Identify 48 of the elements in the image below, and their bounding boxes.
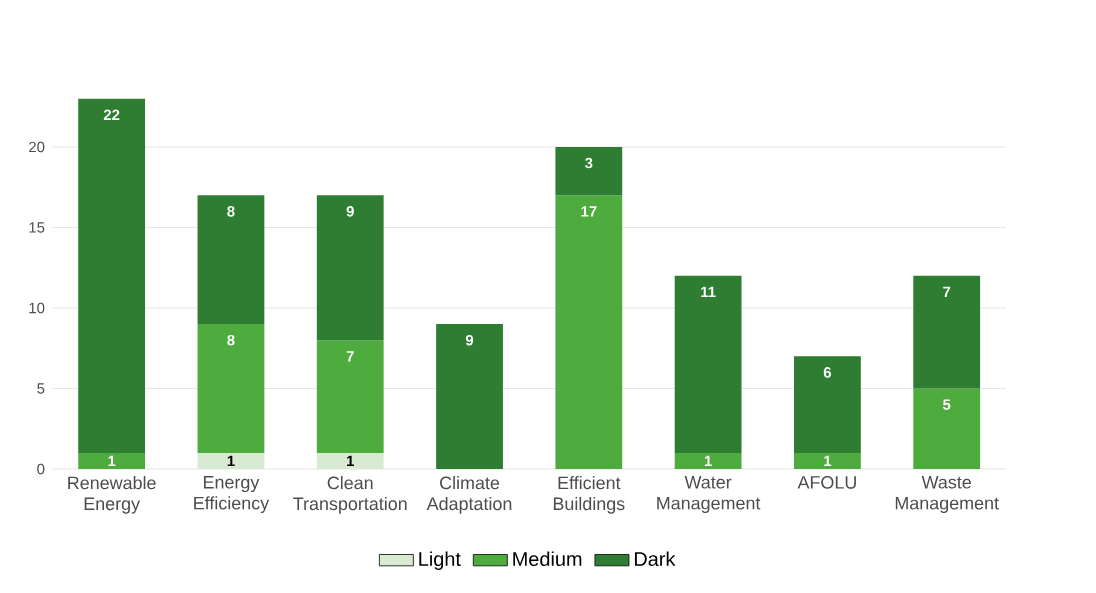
- bar: [555, 195, 623, 469]
- bar: [316, 195, 384, 341]
- bar: [794, 452, 861, 469]
- bar: [197, 324, 265, 453]
- data-label: 22: [103, 109, 120, 120]
- bar: [78, 98, 146, 453]
- x-tick-label: Climate Adaptation: [426, 476, 512, 514]
- data-label: 7: [943, 286, 951, 298]
- x-tick-label: Energy Efficiency: [194, 476, 270, 514]
- x-tick-label: AFOLU: [797, 476, 856, 489]
- x-tick-label: Clean Transportation: [293, 476, 407, 514]
- x-tick-label: Efficient Buildings: [553, 476, 625, 514]
- data-label: 1: [824, 455, 832, 467]
- data-label: 9: [465, 334, 474, 346]
- data-label: 1: [227, 455, 235, 467]
- data-label: 5: [943, 399, 951, 410]
- data-label: 8: [227, 206, 235, 217]
- y-tick-label: 15: [29, 222, 45, 233]
- y-tick-label: 5: [37, 383, 45, 394]
- bar: [78, 452, 146, 469]
- bar: [913, 388, 981, 469]
- bar: [555, 146, 623, 196]
- data-label: 3: [585, 157, 593, 169]
- y-tick-label: 10: [29, 302, 45, 314]
- x-tick-label: Renewable Energy: [68, 476, 156, 514]
- bar: [316, 340, 384, 453]
- bar: [197, 195, 265, 325]
- legend-label: Medium: [513, 551, 582, 567]
- data-label: 7: [346, 351, 354, 362]
- data-label: 9: [346, 206, 354, 217]
- bar: [436, 324, 503, 469]
- data-label: 1: [347, 455, 354, 467]
- bar: [674, 275, 742, 453]
- data-label: 1: [704, 455, 712, 467]
- x-tick-label: Water Management: [657, 476, 761, 514]
- legend-label: Light: [419, 551, 461, 570]
- data-label: 17: [581, 206, 597, 217]
- data-label: 8: [227, 334, 235, 346]
- y-tick-label: 20: [29, 141, 45, 153]
- data-label: 11: [701, 286, 716, 298]
- bar: [913, 275, 981, 389]
- data-label: 1: [108, 455, 116, 467]
- data-label: 6: [823, 367, 832, 378]
- legend-label: Dark: [634, 551, 676, 567]
- y-tick-label: 0: [37, 463, 45, 475]
- x-tick-label: Waste Management: [895, 476, 999, 514]
- bar: [794, 356, 861, 453]
- bar: [674, 452, 742, 469]
